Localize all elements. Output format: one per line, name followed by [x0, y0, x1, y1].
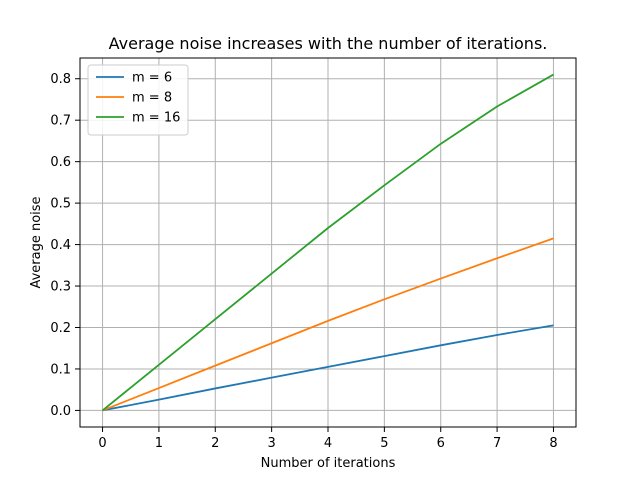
- series-line-3: [101, 73, 554, 412]
- x-tick-label: 3: [267, 436, 275, 451]
- x-tick-label: 4: [324, 436, 332, 451]
- legend-entry-label: m = 6: [132, 71, 172, 86]
- legend: m = 6 m = 8 m = 16: [87, 64, 189, 136]
- series-line-1: [102, 324, 554, 412]
- series-line-2: [102, 237, 554, 412]
- y-axis-label: Average noise: [29, 196, 44, 288]
- x-tick-label: 1: [155, 436, 163, 451]
- series-layer: [101, 73, 554, 412]
- x-tick-label: 5: [380, 436, 388, 451]
- y-tick-label: 0.4: [50, 238, 71, 253]
- x-tick-label: 8: [549, 436, 557, 451]
- x-tick-label: 7: [493, 436, 501, 451]
- legend-entry-label: m = 16: [132, 111, 180, 126]
- y-tick-label: 0.3: [50, 280, 71, 295]
- legend-entry-label: m = 8: [132, 91, 172, 106]
- y-axis-ticks: 0.0 0.1 0.2 0.3 0.4 0.5 0.6 0.7 0.8: [50, 72, 80, 419]
- x-tick-label: 0: [98, 436, 106, 451]
- y-tick-label: 0.5: [50, 197, 71, 212]
- y-tick-label: 0.8: [50, 72, 71, 87]
- grid: [80, 58, 576, 427]
- y-tick-label: 0.2: [50, 321, 71, 336]
- y-tick-label: 0.0: [50, 404, 71, 419]
- y-tick-label: 0.1: [50, 362, 71, 377]
- y-tick-label: 0.6: [50, 155, 71, 170]
- x-tick-label: 6: [437, 436, 445, 451]
- x-axis-label: Number of iterations: [261, 456, 396, 471]
- x-axis-ticks: 0 1 2 3 4 5 6 7 8: [98, 427, 558, 451]
- y-tick-label: 0.7: [50, 114, 71, 129]
- x-tick-label: 2: [211, 436, 219, 451]
- chart-title: Average noise increases with the number …: [109, 34, 548, 53]
